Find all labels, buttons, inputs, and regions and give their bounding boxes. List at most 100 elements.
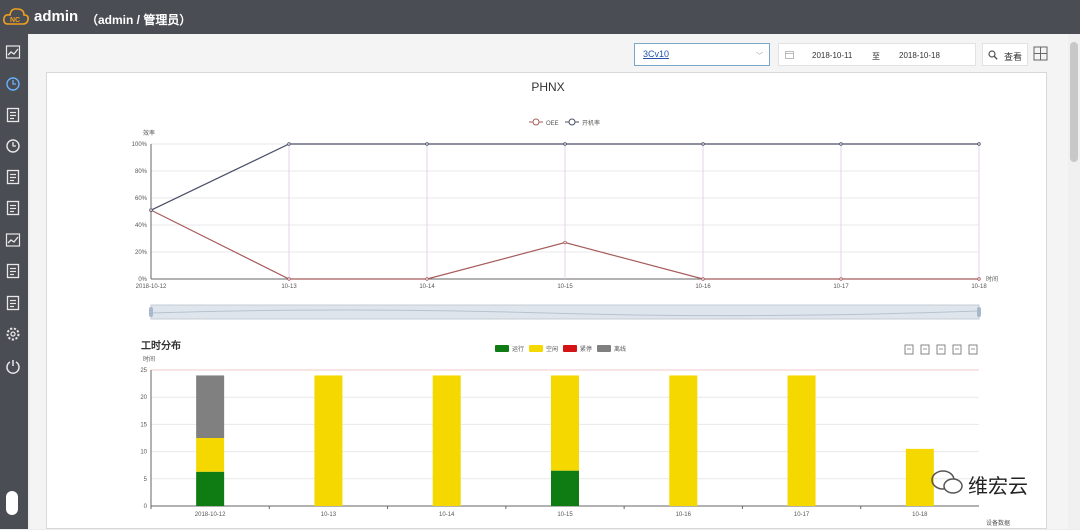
chevron-down-icon: ﹀ <box>756 53 763 60</box>
data-point <box>287 277 291 281</box>
bar-legend-item: 运行 <box>495 345 524 353</box>
x-tick-label: 10-18 <box>971 284 987 290</box>
data-point <box>563 240 567 245</box>
legend-marker <box>532 118 540 126</box>
bar-segment <box>551 375 579 471</box>
x-tick-label: 10-16 <box>676 512 692 518</box>
query-button[interactable]: 查看 <box>982 43 1028 66</box>
app-title: admin <box>34 8 79 25</box>
y-tick-label: 20 <box>140 395 147 401</box>
x-axis-label: 设备数据 <box>986 519 1010 527</box>
data-point <box>977 142 981 146</box>
chart-card: PHNX OEE 开机率 效率 0% 20% 40% 60% 80% 100% 2018-10-12… <box>46 72 1047 529</box>
device-select-value: 3Cv10 <box>643 49 670 59</box>
x-tick-label: 10-18 <box>912 512 928 518</box>
data-point <box>977 277 981 281</box>
top-bar: NC admin （admin / 管理员） <box>0 0 1080 34</box>
cloud-logo-icon: NC <box>3 8 29 25</box>
bar-chart-title: 工时分布 <box>141 339 181 352</box>
analysis-icon[interactable] <box>5 200 21 216</box>
statistics-icon[interactable] <box>5 263 21 279</box>
bar-legend-item: 离线 <box>597 345 626 353</box>
watermark: 维宏云 <box>930 464 1050 500</box>
x-tick-label: 10-15 <box>557 284 573 290</box>
clock-icon[interactable] <box>5 138 21 154</box>
legend-swatch <box>529 345 543 352</box>
x-tick-label: 10-17 <box>794 512 810 518</box>
bar-segment <box>196 471 225 506</box>
legend-label: 空闲 <box>546 345 558 353</box>
end-date[interactable]: 2018-10-18 <box>899 51 940 60</box>
data-point <box>839 277 843 281</box>
x-tick-label: 10-13 <box>281 284 297 290</box>
page-scrollbar[interactable] <box>1068 34 1080 529</box>
sidebar <box>0 34 28 529</box>
line-chart-title: PHNX <box>531 80 564 94</box>
wechat-icon <box>931 470 963 494</box>
svg-text:NC: NC <box>10 17 20 24</box>
scrollbar-thumb[interactable] <box>1070 42 1078 162</box>
datazoom-slider[interactable] <box>149 304 981 320</box>
legend-label: OEE <box>546 121 559 127</box>
trend-icon[interactable] <box>5 232 21 248</box>
data-point <box>701 277 705 281</box>
y-tick-label: 80% <box>135 169 148 175</box>
x-tick-label: 10-14 <box>439 512 455 518</box>
user-info: （admin / 管理员） <box>86 13 192 27</box>
datazoom-handle-end[interactable] <box>977 307 981 317</box>
monitor-icon[interactable] <box>5 76 21 92</box>
y-axis-label: 时间 <box>143 355 155 363</box>
data-point <box>563 142 567 146</box>
document-icon[interactable] <box>5 295 21 311</box>
bar-segment <box>551 470 579 506</box>
bar-segment <box>196 438 225 472</box>
data-view-icon[interactable] <box>904 344 914 355</box>
start-date[interactable]: 2018-10-11 <box>812 51 853 60</box>
query-button-label: 查看 <box>1004 52 1023 62</box>
x-axis-label: 时间 <box>986 275 998 283</box>
legend-label: 运行 <box>512 345 524 353</box>
data-point <box>701 142 705 146</box>
datazoom-handle-start[interactable] <box>149 307 153 317</box>
bar-switch-icon[interactable] <box>936 344 946 355</box>
power-icon[interactable] <box>5 358 21 374</box>
x-tick-label: 10-17 <box>833 284 849 290</box>
x-tick-label: 10-13 <box>321 512 337 518</box>
save-image-icon[interactable] <box>968 344 978 355</box>
bar-segment <box>905 448 934 506</box>
settings-icon[interactable] <box>5 326 21 342</box>
legend-label: 紧停 <box>580 345 592 353</box>
y-tick-label: 100% <box>132 142 148 148</box>
data-point <box>839 142 843 146</box>
y-tick-label: 15 <box>140 422 147 428</box>
y-tick-label: 60% <box>135 196 148 202</box>
sidebar-toggle[interactable] <box>6 491 18 515</box>
legend-swatch <box>563 345 577 352</box>
device-select[interactable]: 3Cv10 ﹀ <box>634 43 770 66</box>
x-tick-label: 10-15 <box>557 512 573 518</box>
line-switch-icon[interactable] <box>920 344 930 355</box>
datazoom-preview <box>150 309 980 317</box>
bar-legend-item: 空闲 <box>529 345 558 353</box>
data-point <box>425 277 429 281</box>
dashboard-icon[interactable] <box>5 44 21 60</box>
y-tick-label: 0% <box>138 277 147 283</box>
date-separator: 至 <box>872 52 880 61</box>
legend-swatch <box>495 345 509 352</box>
restore-icon[interactable] <box>952 344 962 355</box>
alarm-icon[interactable] <box>5 169 21 185</box>
x-tick-label: 2018-10-12 <box>195 512 226 518</box>
legend-item-oee: OEE <box>529 118 559 127</box>
y-tick-label: 0 <box>144 504 148 510</box>
legend-swatch <box>597 345 611 352</box>
date-range-picker[interactable]: 2018-10-11 至 2018-10-18 <box>778 43 976 66</box>
search-icon <box>988 50 998 60</box>
layout-toggle-icon[interactable] <box>1033 46 1048 61</box>
calendar-icon <box>785 51 794 59</box>
data-point <box>287 142 291 146</box>
report-icon[interactable] <box>5 107 21 123</box>
y-axis-label: 效率 <box>143 129 155 137</box>
y-tick-label: 10 <box>140 450 147 456</box>
y-tick-label: 5 <box>144 477 148 483</box>
